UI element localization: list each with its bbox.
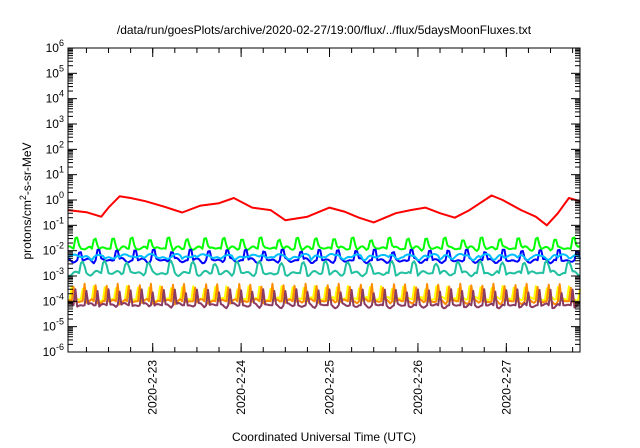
ticks-layer: 10-610-510-410-310-210-11001011021031041… (43, 38, 580, 415)
y-tick-exp: -3 (56, 266, 64, 276)
y-tick-label: 10-1 (43, 215, 64, 232)
y-tick-label: 10-4 (43, 291, 64, 308)
series-line (67, 248, 581, 265)
y-tick-label: 102 (46, 139, 64, 156)
y-tick-exp: 1 (59, 165, 64, 175)
series-line (67, 194, 581, 227)
x-tick-label: 2020-2-27 (499, 360, 513, 415)
y-tick-exp: 6 (59, 38, 64, 48)
x-tick-label: 2020-2-25 (323, 360, 337, 415)
y-tick-base: 10 (46, 92, 60, 106)
y-tick-label: 101 (46, 165, 64, 182)
y-tick-label: 103 (46, 114, 64, 131)
y-tick-base: 10 (46, 117, 60, 131)
y-tick-exp: 0 (59, 190, 64, 200)
y-tick-label: 106 (46, 38, 64, 55)
y-tick-exp: -2 (56, 241, 64, 251)
y-tick-base: 10 (43, 269, 57, 283)
y-tick-base: 10 (46, 193, 60, 207)
y-tick-label: 10-2 (43, 241, 64, 258)
y-tick-label: 10-5 (43, 317, 64, 334)
y-axis-title-suffix: -s-sr-MeV (20, 142, 34, 195)
y-tick-exp: 2 (59, 139, 64, 149)
y-tick-exp: 5 (59, 63, 64, 73)
y-tick-base: 10 (46, 142, 60, 156)
y-axis-title: protons/cm2-s-sr-MeV (18, 142, 34, 259)
chart-title: /data/run/goesPlots/archive/2020-02-27/1… (117, 23, 532, 37)
y-tick-label: 100 (46, 190, 64, 207)
y-tick-label: 104 (46, 89, 64, 106)
y-tick-base: 10 (43, 345, 57, 359)
x-axis-title: Coordinated Universal Time (UTC) (232, 430, 416, 444)
y-axis-title-sup: 2 (18, 195, 28, 200)
y-tick-exp: -1 (56, 215, 64, 225)
x-tick-label: 2020-2-23 (146, 360, 160, 415)
y-tick-label: 105 (46, 63, 64, 80)
x-tick-label: 2020-2-26 (411, 360, 425, 415)
y-tick-exp: -5 (56, 317, 64, 327)
y-tick-base: 10 (46, 41, 60, 55)
y-tick-base: 10 (43, 320, 57, 334)
series-line (67, 252, 581, 262)
y-tick-base: 10 (43, 244, 57, 258)
series-layer (67, 194, 581, 310)
series-line (67, 259, 581, 278)
series-line (67, 236, 581, 253)
series-line (67, 288, 581, 310)
y-tick-exp: 4 (59, 89, 64, 99)
y-tick-label: 10-6 (43, 342, 64, 359)
y-tick-base: 10 (46, 66, 60, 80)
y-tick-exp: -6 (56, 342, 64, 352)
y-tick-label: 10-3 (43, 266, 64, 283)
y-tick-base: 10 (43, 294, 57, 308)
y-tick-base: 10 (46, 168, 60, 182)
y-axis-title-prefix: protons/cm (20, 200, 34, 259)
y-tick-exp: 3 (59, 114, 64, 124)
y-tick-exp: -4 (56, 291, 64, 301)
y-tick-base: 10 (43, 218, 57, 232)
x-tick-label: 2020-2-24 (234, 360, 248, 415)
